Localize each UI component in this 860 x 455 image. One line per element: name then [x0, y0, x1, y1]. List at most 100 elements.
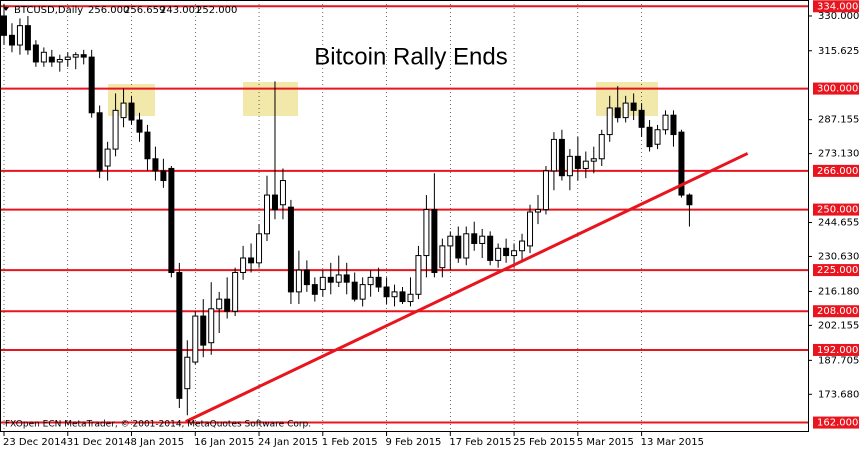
level-label-box: [813, 264, 859, 277]
candle-body: [136, 119, 143, 133]
candle-body: [566, 155, 573, 177]
candle-body: [487, 235, 494, 261]
candle-body: [527, 211, 534, 247]
candle-body: [72, 54, 79, 58]
candle-body: [168, 167, 175, 274]
candle-body: [232, 272, 239, 312]
candle-body: [542, 170, 549, 211]
candle-body: [40, 51, 47, 63]
candle-body: [64, 56, 71, 61]
candle-body: [455, 235, 462, 259]
dropdown-icon: [3, 7, 9, 11]
plot-frame: [0, 0, 809, 432]
level-label-box: [813, 82, 859, 95]
y-tick-label: 315.625: [818, 46, 859, 57]
candle-body: [287, 206, 294, 293]
candle-body: [56, 59, 63, 63]
level-label-box: [813, 343, 859, 356]
candle-body: [8, 34, 15, 46]
candle-body: [343, 274, 350, 283]
candle-body: [224, 298, 231, 312]
header-value: 256.659: [124, 5, 165, 16]
candle-body: [375, 276, 382, 288]
x-tick-label: 23 Dec 2014: [3, 437, 67, 448]
candle-body: [359, 284, 366, 300]
level-label: 208.000: [817, 306, 858, 317]
candle-body: [463, 233, 470, 259]
candle-body: [176, 272, 183, 399]
candle-body: [295, 269, 302, 293]
candle-body: [240, 257, 247, 274]
x-tick-label: 16 Jan 2015: [194, 437, 254, 448]
highlight-box: [243, 82, 298, 116]
candle-body: [112, 109, 119, 150]
candle-body: [216, 298, 223, 310]
level-label-box: [813, 203, 859, 216]
candle-body: [88, 56, 95, 114]
candle-body: [638, 109, 645, 128]
candle-body: [606, 107, 613, 136]
candle-body: [399, 291, 406, 303]
candle-body: [391, 291, 398, 298]
candle-body: [48, 56, 55, 63]
candle-body: [16, 25, 23, 46]
candle-body: [503, 247, 510, 257]
candle-body: [383, 286, 390, 298]
candle-body: [248, 257, 255, 264]
y-tick-label: 287.155: [818, 115, 859, 126]
candle-body: [654, 129, 661, 145]
y-tick-label: 202.155: [818, 320, 859, 331]
x-tick-label: 24 Jan 2015: [258, 437, 318, 448]
y-tick-label: 244.655: [818, 218, 859, 229]
candle-body: [152, 158, 159, 172]
candle-body: [144, 131, 151, 160]
candle-body: [598, 134, 605, 160]
candle-body: [558, 138, 565, 177]
candle-body: [335, 274, 342, 283]
level-label: 225.000: [817, 265, 858, 276]
candle-body: [574, 155, 581, 169]
trend-line: [185, 152, 749, 423]
candle-body: [519, 240, 526, 252]
y-tick-label: 173.680: [818, 389, 859, 400]
candle-body: [431, 209, 438, 274]
candle-body: [96, 112, 103, 172]
level-label: 334.000: [817, 1, 858, 12]
level-label: 300.000: [817, 84, 858, 95]
level-label-box: [813, 164, 859, 177]
level-label: 162.000: [817, 418, 858, 429]
candle-body: [1, 15, 7, 36]
candle-body: [471, 233, 478, 244]
chart-title: Bitcoin Rally Ends: [314, 43, 507, 70]
level-label-box: [813, 0, 859, 13]
y-tick-label: 330.000: [818, 11, 859, 22]
level-label: 266.000: [817, 166, 858, 177]
candle-body: [264, 194, 271, 235]
plot: [0, 3, 808, 424]
header-value: 256.000: [88, 5, 129, 16]
level-label-box: [813, 305, 859, 318]
candle-body: [614, 107, 621, 119]
header-value: 243.001: [160, 5, 201, 16]
candle-body: [120, 102, 127, 119]
candle-body: [447, 235, 454, 247]
candle-body: [670, 114, 677, 136]
candle-body: [160, 170, 167, 182]
symbol: BTCUSD,Daily: [14, 5, 83, 16]
footer: FXOpen ECN MetaTrader, © 2001-2014, Meta…: [5, 420, 311, 430]
x-tick-label: 9 Feb 2015: [386, 437, 442, 448]
level-label: 250.000: [817, 205, 858, 216]
x-tick-label: 5 Mar 2015: [577, 437, 634, 448]
candle-body: [550, 138, 557, 172]
candle-body: [184, 356, 191, 390]
candle-body: [271, 194, 278, 211]
x-tick-label: 1 Feb 2015: [322, 437, 378, 448]
candle-body: [646, 126, 653, 148]
candle-body: [200, 315, 207, 346]
candle-body: [678, 131, 685, 196]
y-tick-label: 230.630: [818, 251, 859, 262]
x-tick-label: 17 Feb 2015: [449, 437, 511, 448]
candle-body: [279, 180, 286, 206]
